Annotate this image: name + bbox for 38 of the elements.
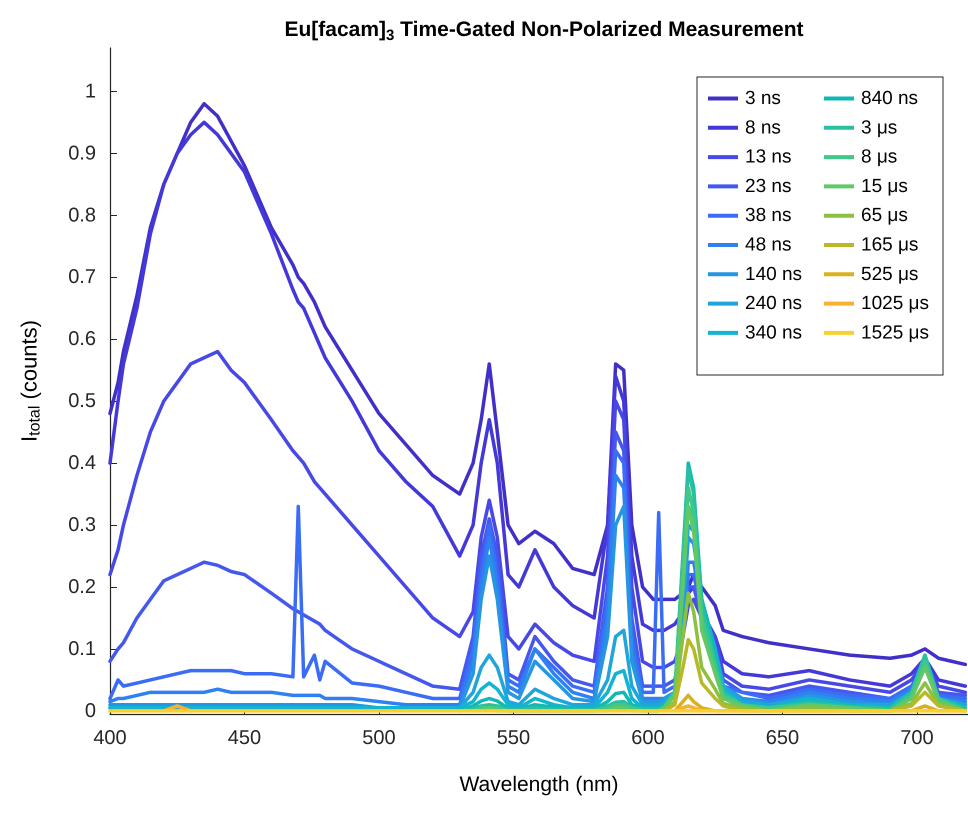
- y-tick-label: 0.1: [68, 638, 96, 660]
- legend-label: 1525 μs: [861, 322, 929, 344]
- x-tick-label: 450: [228, 727, 262, 749]
- y-tick-label: 0.6: [68, 328, 96, 350]
- x-tick-label: 550: [496, 727, 530, 749]
- x-tick-label: 500: [362, 727, 396, 749]
- y-tick-label: 1: [84, 80, 96, 102]
- legend-label: 48 ns: [745, 234, 792, 256]
- y-tick-label: 0.3: [68, 514, 96, 536]
- legend-label: 165 μs: [861, 234, 918, 256]
- x-tick-label: 600: [631, 727, 665, 749]
- legend-label: 15 μs: [861, 176, 908, 197]
- x-tick-label: 700: [900, 727, 934, 749]
- legend-label: 38 ns: [745, 205, 792, 226]
- legend-label: 65 μs: [861, 205, 908, 226]
- x-axis-title: Wavelength (nm): [459, 773, 619, 796]
- legend-label: 1025 μs: [861, 293, 929, 314]
- legend-label: 13 ns: [745, 146, 792, 168]
- y-tick-label: 0.7: [68, 266, 96, 288]
- legend-label: 23 ns: [745, 176, 792, 197]
- y-tick-label: 0: [84, 700, 96, 722]
- legend-label: 840 ns: [861, 88, 918, 109]
- legend-label: 140 ns: [745, 264, 802, 285]
- y-axis-title: Itotal (counts): [16, 320, 44, 442]
- legend-label: 525 μs: [861, 264, 918, 285]
- legend-label: 8 ns: [745, 117, 781, 138]
- x-tick-label: 650: [766, 727, 800, 749]
- y-tick-label: 0.9: [68, 142, 96, 164]
- y-tick-label: 0.8: [68, 204, 96, 226]
- y-tick-label: 0.5: [68, 390, 96, 412]
- legend-label: 240 ns: [745, 293, 802, 314]
- legend-label: 340 ns: [745, 322, 802, 344]
- legend-label: 3 ns: [745, 88, 781, 109]
- legend-label: 3 μs: [861, 117, 898, 138]
- y-tick-label: 0.4: [68, 452, 96, 474]
- y-tick-label: 0.2: [68, 576, 96, 598]
- x-tick-label: 400: [93, 727, 127, 749]
- legend-label: 8 μs: [861, 146, 898, 168]
